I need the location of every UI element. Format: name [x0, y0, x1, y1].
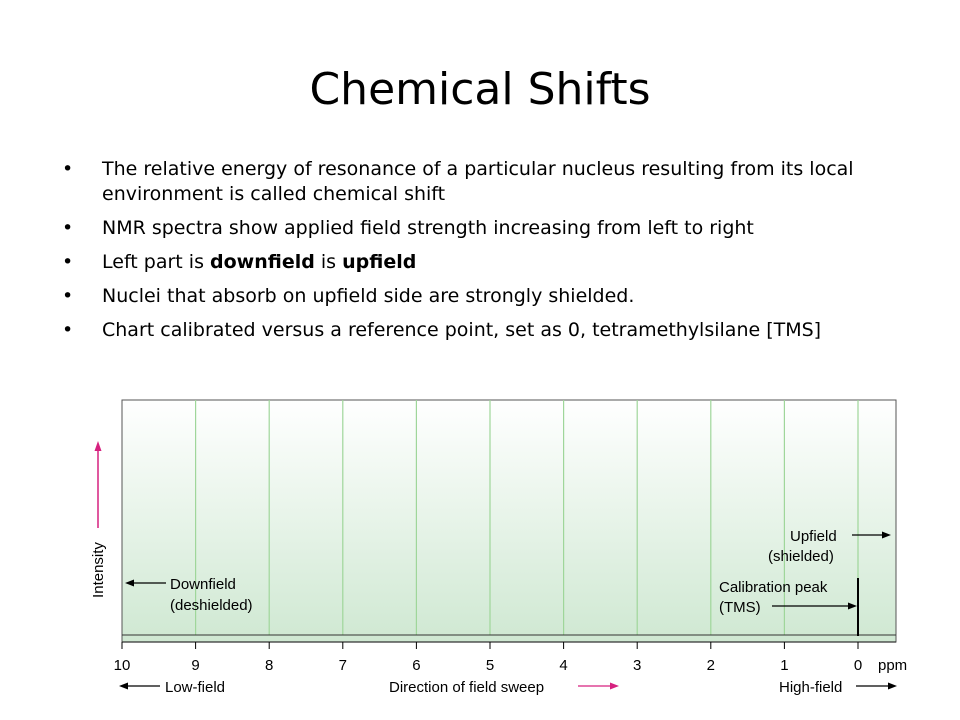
bullet-dot-icon: •: [62, 285, 74, 307]
x-tick-label: 1: [780, 657, 788, 674]
low-field-label: Low-field: [165, 679, 225, 696]
shielded-label: (shielded): [768, 548, 834, 565]
x-tick-label: 6: [412, 657, 420, 674]
high-field-label: High-field: [779, 679, 842, 696]
bullet-item: • Left part is downfield is upfield: [62, 250, 922, 275]
chart-gridlines: [195, 400, 859, 635]
bullet-text: The relative energy of resonance of a pa…: [102, 158, 854, 205]
downfield-arrow-head: [125, 579, 134, 587]
bullet-dot-icon: •: [62, 217, 74, 239]
x-tick-label: 3: [633, 657, 641, 674]
bullet-item: • The relative energy of resonance of a p…: [62, 157, 922, 207]
bullet-text: Nuclei that absorb on upfield side are s…: [102, 285, 635, 307]
upfield-arrow-head: [882, 531, 891, 539]
sweep-arrow-head: [610, 682, 619, 690]
slide-title: Chemical Shifts: [309, 64, 651, 115]
downfield-label: Downfield: [170, 576, 236, 593]
x-tick-label: 4: [559, 657, 567, 674]
bullet-list: • The relative energy of resonance of a p…: [62, 157, 922, 352]
bullet-item: • NMR spectra show applied field strength…: [62, 216, 922, 241]
calibration-peak-label: Calibration peak: [719, 579, 828, 596]
intensity-arrow-head: [94, 441, 102, 451]
x-tick-label: 9: [191, 657, 199, 674]
bullet-text: NMR spectra show applied field strength …: [102, 217, 754, 239]
chart-panel: [121, 399, 897, 643]
bullet-text: Chart calibrated versus a reference poin…: [102, 319, 822, 341]
bullet-text: is: [314, 251, 343, 273]
bullet-bold-text: downfield: [210, 251, 315, 273]
tms-label: (TMS): [719, 599, 761, 616]
x-tick-label: 7: [339, 657, 347, 674]
upfield-label: Upfield: [790, 528, 837, 545]
x-tick-label: 0: [854, 657, 862, 674]
x-axis-ticks: 10 9 8 7 6 5 4 3 2 1 0: [114, 642, 862, 674]
y-axis-label: Intensity: [90, 542, 107, 598]
x-axis-unit: ppm: [878, 657, 907, 674]
bullet-dot-icon: •: [62, 158, 74, 180]
low-field-arrow-head: [119, 682, 128, 690]
x-tick-label: 5: [486, 657, 494, 674]
x-tick-label: 10: [114, 657, 131, 674]
deshielded-label: (deshielded): [170, 597, 253, 614]
bullet-dot-icon: •: [62, 319, 74, 341]
bullet-dot-icon: •: [62, 251, 74, 273]
x-tick-label: 2: [707, 657, 715, 674]
direction-label: Direction of field sweep: [389, 679, 544, 696]
bullet-bold-text: upfield: [342, 251, 417, 273]
bullet-item: • Chart calibrated versus a reference poi…: [62, 318, 922, 343]
bullet-text: Left part is: [102, 251, 211, 273]
bullet-item: • Nuclei that absorb on upfield side are …: [62, 284, 922, 309]
x-tick-label: 8: [265, 657, 273, 674]
high-field-arrow-head: [888, 682, 897, 690]
calibration-arrow-head: [848, 602, 857, 610]
